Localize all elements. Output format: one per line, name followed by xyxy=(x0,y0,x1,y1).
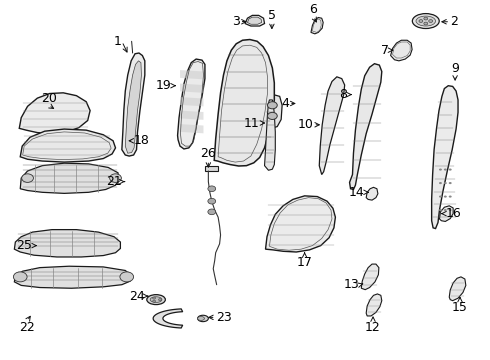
Text: 1: 1 xyxy=(114,35,122,48)
Polygon shape xyxy=(311,18,323,34)
Polygon shape xyxy=(177,59,205,149)
Polygon shape xyxy=(20,163,119,193)
Text: 4: 4 xyxy=(281,97,289,110)
Polygon shape xyxy=(366,294,382,316)
Circle shape xyxy=(153,297,156,299)
Circle shape xyxy=(444,195,447,198)
Text: 16: 16 xyxy=(445,207,461,220)
Polygon shape xyxy=(180,70,203,79)
Text: 15: 15 xyxy=(452,301,468,314)
Polygon shape xyxy=(214,40,274,166)
Polygon shape xyxy=(361,264,379,290)
Text: 22: 22 xyxy=(19,321,35,334)
Polygon shape xyxy=(432,86,458,229)
Ellipse shape xyxy=(197,316,204,320)
Circle shape xyxy=(439,195,442,198)
Circle shape xyxy=(153,300,156,302)
Circle shape xyxy=(22,174,33,183)
Polygon shape xyxy=(319,77,344,175)
Ellipse shape xyxy=(147,294,165,305)
Circle shape xyxy=(449,168,452,171)
Circle shape xyxy=(424,22,428,25)
Polygon shape xyxy=(125,61,142,153)
Circle shape xyxy=(208,186,216,192)
Ellipse shape xyxy=(150,297,162,302)
Circle shape xyxy=(444,182,447,184)
Text: 8: 8 xyxy=(340,88,347,101)
Circle shape xyxy=(449,209,452,211)
Polygon shape xyxy=(19,93,90,134)
Polygon shape xyxy=(180,84,203,93)
Circle shape xyxy=(159,298,161,301)
Text: 9: 9 xyxy=(451,62,459,75)
Text: 14: 14 xyxy=(349,186,365,199)
Circle shape xyxy=(268,102,277,109)
Text: 3: 3 xyxy=(232,15,240,28)
Text: 13: 13 xyxy=(344,278,360,291)
Polygon shape xyxy=(266,196,335,252)
Polygon shape xyxy=(349,64,382,189)
Circle shape xyxy=(444,168,447,171)
Text: 10: 10 xyxy=(297,118,314,131)
Text: 17: 17 xyxy=(296,256,313,269)
Polygon shape xyxy=(247,17,262,24)
Ellipse shape xyxy=(416,16,436,26)
Polygon shape xyxy=(180,97,203,106)
Polygon shape xyxy=(180,124,203,133)
Circle shape xyxy=(208,198,216,204)
Polygon shape xyxy=(449,277,466,301)
Circle shape xyxy=(439,182,442,184)
Circle shape xyxy=(268,112,277,120)
Polygon shape xyxy=(366,187,378,200)
Polygon shape xyxy=(14,266,132,288)
Circle shape xyxy=(110,174,122,183)
Polygon shape xyxy=(205,166,218,171)
Text: 6: 6 xyxy=(310,4,318,17)
Text: 5: 5 xyxy=(268,9,276,22)
Polygon shape xyxy=(391,40,412,61)
Text: 12: 12 xyxy=(365,321,381,334)
Circle shape xyxy=(444,209,447,211)
Polygon shape xyxy=(245,15,265,26)
Polygon shape xyxy=(14,230,121,257)
Circle shape xyxy=(449,182,452,184)
Circle shape xyxy=(429,20,433,22)
Polygon shape xyxy=(153,309,183,328)
Text: 21: 21 xyxy=(106,175,122,188)
Circle shape xyxy=(439,209,442,211)
Text: 19: 19 xyxy=(156,79,171,92)
Text: 24: 24 xyxy=(129,289,145,302)
Ellipse shape xyxy=(197,315,208,321)
Polygon shape xyxy=(180,111,203,120)
Text: 18: 18 xyxy=(134,134,149,147)
Circle shape xyxy=(120,272,134,282)
Polygon shape xyxy=(20,129,116,162)
Circle shape xyxy=(449,195,452,198)
Text: 2: 2 xyxy=(450,15,458,28)
Polygon shape xyxy=(440,206,453,221)
Polygon shape xyxy=(265,100,275,170)
Text: 26: 26 xyxy=(200,147,216,160)
Circle shape xyxy=(419,20,423,22)
Text: 25: 25 xyxy=(17,239,32,252)
Polygon shape xyxy=(263,95,282,129)
Circle shape xyxy=(439,168,442,171)
Text: 7: 7 xyxy=(381,44,389,57)
Text: 11: 11 xyxy=(244,117,260,130)
Text: 20: 20 xyxy=(41,92,56,105)
Polygon shape xyxy=(122,53,145,156)
Circle shape xyxy=(13,272,27,282)
Circle shape xyxy=(424,17,428,20)
Ellipse shape xyxy=(413,14,439,28)
Circle shape xyxy=(208,209,216,215)
Text: 23: 23 xyxy=(216,311,231,324)
